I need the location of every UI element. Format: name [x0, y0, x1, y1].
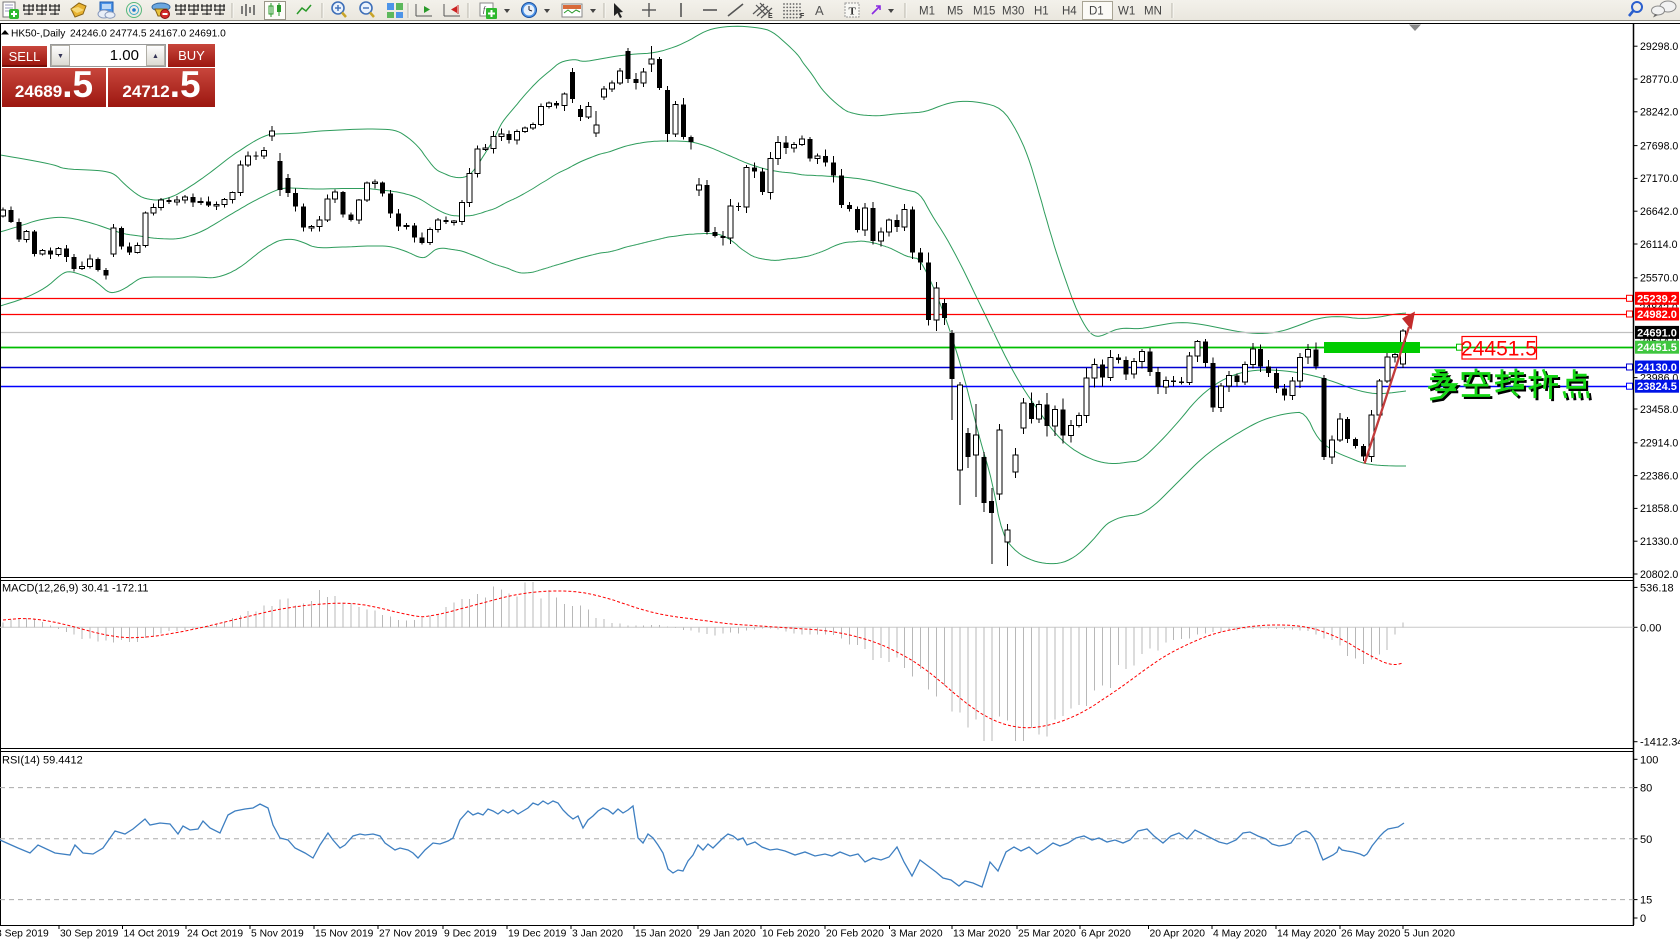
svg-text:E: E — [768, 13, 773, 20]
svg-text:MACD(12,26,9) 30.41 -172.11: MACD(12,26,9) 30.41 -172.11 — [2, 583, 149, 595]
svg-text:W1: W1 — [1118, 6, 1135, 18]
svg-text:M1: M1 — [919, 6, 935, 18]
svg-text:15 Jan 2020: 15 Jan 2020 — [635, 929, 692, 940]
svg-text:20 Apr 2020: 20 Apr 2020 — [1150, 929, 1206, 940]
svg-text:5 Nov 2019: 5 Nov 2019 — [251, 929, 304, 940]
svg-text:HK50-,Daily: HK50-,Daily — [11, 29, 66, 40]
svg-text:25 Mar 2020: 25 Mar 2020 — [1018, 929, 1076, 940]
svg-text:MN: MN — [1144, 6, 1162, 18]
svg-text:14 May 2020: 14 May 2020 — [1277, 929, 1337, 940]
svg-text:27698.0: 27698.0 — [1640, 140, 1678, 152]
svg-text:26114.0: 26114.0 — [1640, 239, 1678, 251]
svg-text:28770.0: 28770.0 — [1640, 74, 1678, 86]
svg-text:H1: H1 — [1034, 6, 1049, 18]
svg-text:24842.0: 24842.0 — [1640, 303, 1678, 315]
svg-text:3 Jan 2020: 3 Jan 2020 — [572, 929, 623, 940]
svg-text:6 Apr 2020: 6 Apr 2020 — [1081, 929, 1131, 940]
svg-text:9 Dec 2019: 9 Dec 2019 — [444, 929, 497, 940]
svg-text:0: 0 — [1640, 913, 1646, 925]
svg-text:29 Jan 2020: 29 Jan 2020 — [699, 929, 756, 940]
svg-text:536.18: 536.18 — [1640, 582, 1674, 594]
svg-text:T: T — [849, 6, 857, 18]
svg-text:5 Jun 2020: 5 Jun 2020 — [1404, 929, 1455, 940]
svg-text:RSI(14) 59.4412: RSI(14) 59.4412 — [2, 755, 83, 767]
svg-text:19 Dec 2019: 19 Dec 2019 — [508, 929, 567, 940]
svg-text:80: 80 — [1640, 783, 1652, 795]
svg-text:20802.0: 20802.0 — [1640, 569, 1678, 581]
svg-text:20 Feb 2020: 20 Feb 2020 — [826, 929, 884, 940]
svg-text:D1: D1 — [1089, 6, 1104, 18]
svg-text:M30: M30 — [1002, 6, 1024, 18]
svg-text:25239.2: 25239.2 — [1637, 293, 1677, 305]
svg-text:27170.0: 27170.0 — [1640, 173, 1678, 185]
svg-text:A: A — [815, 3, 824, 18]
svg-text:50: 50 — [1640, 834, 1652, 846]
svg-text:H4: H4 — [1062, 6, 1077, 18]
svg-text:24451.5: 24451.5 — [1637, 342, 1677, 354]
svg-text:23824.5: 23824.5 — [1637, 381, 1677, 393]
svg-text:M5: M5 — [947, 6, 963, 18]
svg-text:4 May 2020: 4 May 2020 — [1213, 929, 1267, 940]
svg-text:25570.0: 25570.0 — [1640, 273, 1678, 285]
svg-text:24246.0 24774.5 24167.0 24691.: 24246.0 24774.5 24167.0 24691.0 — [70, 29, 226, 40]
svg-text:24514.0: 24514.0 — [1640, 336, 1678, 348]
svg-text:15 Nov 2019: 15 Nov 2019 — [315, 929, 374, 940]
svg-text:10 Feb 2020: 10 Feb 2020 — [762, 929, 820, 940]
svg-text:M15: M15 — [973, 6, 995, 18]
svg-text:F: F — [800, 13, 805, 20]
svg-text:15: 15 — [1640, 895, 1652, 907]
svg-text:26642.0: 26642.0 — [1640, 206, 1678, 218]
svg-text:24 Oct 2019: 24 Oct 2019 — [187, 929, 243, 940]
svg-text:22386.0: 22386.0 — [1640, 470, 1678, 482]
svg-text:24982.0: 24982.0 — [1637, 309, 1677, 321]
svg-text:21858.0: 21858.0 — [1640, 503, 1678, 515]
svg-text:30 Sep 2019: 30 Sep 2019 — [60, 929, 119, 940]
svg-text:-1412.34: -1412.34 — [1640, 737, 1680, 749]
svg-text:14 Oct 2019: 14 Oct 2019 — [124, 929, 180, 940]
svg-text:0.00: 0.00 — [1640, 622, 1661, 634]
svg-text:27 Nov 2019: 27 Nov 2019 — [379, 929, 438, 940]
svg-text:3 Mar 2020: 3 Mar 2020 — [891, 929, 943, 940]
svg-text:23458.0: 23458.0 — [1640, 404, 1678, 416]
svg-text:8 Sep 2019: 8 Sep 2019 — [0, 929, 49, 940]
svg-text:13 Mar 2020: 13 Mar 2020 — [953, 929, 1011, 940]
svg-text:28242.0: 28242.0 — [1640, 107, 1678, 119]
svg-text:29298.0: 29298.0 — [1640, 41, 1678, 53]
svg-text:26 May 2020: 26 May 2020 — [1341, 929, 1401, 940]
svg-text:24691.0: 24691.0 — [1637, 327, 1677, 339]
svg-text:24130.0: 24130.0 — [1637, 362, 1677, 374]
svg-text:24451.5: 24451.5 — [1461, 338, 1537, 361]
svg-text:f: f — [483, 5, 487, 14]
svg-text:21330.0: 21330.0 — [1640, 536, 1678, 548]
svg-text:100: 100 — [1640, 754, 1658, 766]
svg-text:22914.0: 22914.0 — [1640, 438, 1678, 450]
